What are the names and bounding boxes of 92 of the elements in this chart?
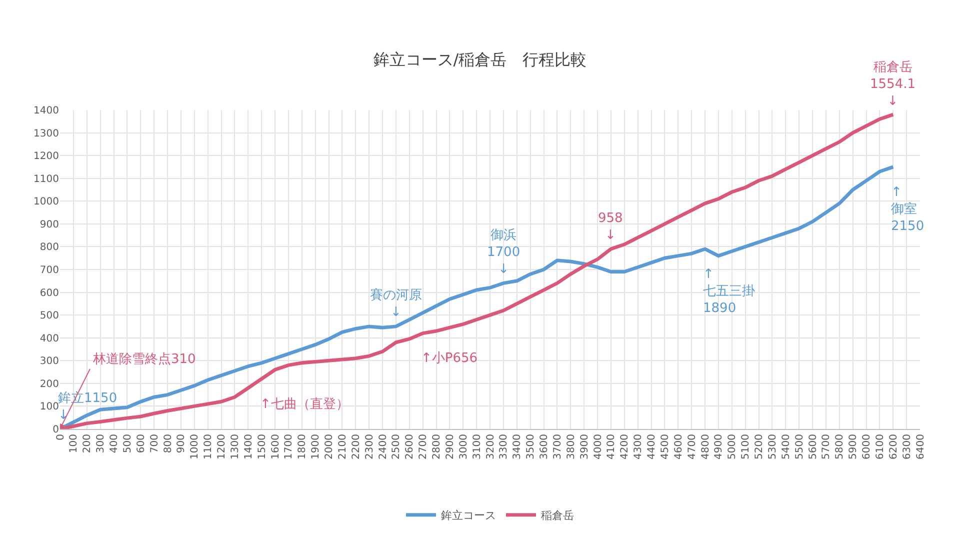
annotation: 958 ↓ — [598, 211, 623, 243]
annotation: ↑ 七五三掛 1890 — [703, 267, 755, 316]
x-tick-label: 6300 — [902, 434, 913, 460]
x-tick-label: 6000 — [862, 434, 872, 460]
x-tick-label: 4800 — [700, 434, 712, 460]
x-tick-label: 4200 — [620, 434, 631, 460]
x-tick-label: 1300 — [230, 434, 241, 460]
y-tick-label: 1200 — [34, 151, 59, 162]
y-tick-label: 500 — [40, 310, 59, 322]
x-tick-label: 4000 — [592, 434, 604, 460]
chart-title: 鉾立コース/稲倉岳 行程比較 — [373, 50, 587, 70]
annotation: 賽の河原 ↓ — [370, 288, 422, 320]
x-tick-label: 4400 — [646, 434, 658, 460]
annotation: ↑小P656 — [421, 351, 478, 366]
y-tick-label: 400 — [40, 333, 59, 344]
x-tick-label: 400 — [109, 434, 120, 454]
y-tick-label: 100 — [40, 402, 59, 413]
y-tick-label: 600 — [40, 288, 59, 299]
x-tick-label: 3500 — [526, 434, 537, 460]
x-tick-label: 5600 — [808, 434, 819, 460]
x-tick-label: 5700 — [821, 434, 832, 460]
x-tick-label: 2000 — [324, 434, 335, 460]
y-tick-label: 1000 — [34, 196, 59, 208]
x-tick-label: 700 — [149, 434, 160, 454]
y-tick-label: 200 — [40, 378, 59, 390]
y-tick-label: 700 — [40, 265, 59, 276]
x-tick-label: 2900 — [444, 434, 456, 460]
x-tick-label: 3800 — [566, 434, 577, 460]
y-tick-label: 1100 — [34, 174, 59, 185]
x-tick-label: 2100 — [337, 434, 348, 460]
x-tick-label: 5000 — [727, 434, 738, 460]
x-tick-label: 5300 — [767, 434, 778, 460]
x-tick-label: 1900 — [310, 434, 322, 460]
x-tick-label: 0 — [55, 434, 66, 440]
x-tick-label: 5800 — [834, 434, 846, 460]
y-tick-label: 1400 — [34, 106, 59, 116]
annotation: 稲倉岳 1554.1 ↓ — [870, 60, 916, 109]
x-tick-label: 5900 — [848, 434, 860, 460]
x-tick-label: 1000 — [190, 434, 201, 460]
x-tick-label: 3200 — [485, 434, 496, 460]
x-tick-label: 5400 — [780, 434, 792, 460]
x-tick-label: 1800 — [297, 434, 308, 460]
x-tick-label: 1200 — [216, 434, 228, 460]
x-tick-label: 900 — [176, 434, 188, 454]
x-tick-label: 4700 — [686, 434, 698, 460]
y-tick-label: 900 — [40, 219, 59, 230]
x-tick-label: 2400 — [378, 434, 389, 460]
x-tick-label: 1100 — [203, 434, 214, 460]
annotation: 林道除雪終点310 — [92, 352, 196, 367]
x-tick-label: 2700 — [418, 434, 430, 460]
annotation: ↑七曲（直登） — [260, 397, 349, 412]
x-tick-label: 1700 — [284, 434, 295, 460]
annotation: 御浜 1700 ↓ — [487, 228, 520, 277]
x-tick-label: 6400 — [915, 434, 926, 460]
x-tick-label: 3300 — [498, 434, 510, 460]
y-tick-label: 800 — [40, 242, 59, 254]
annotation: ↑ 御室 2150 — [891, 185, 924, 234]
x-tick-label: 4600 — [673, 434, 684, 460]
x-tick-label: 2800 — [432, 434, 442, 460]
x-tick-label: 3000 — [458, 434, 470, 460]
x-tick-label: 1600 — [270, 434, 282, 460]
legend-label: 鉾立コース — [441, 509, 496, 522]
x-tick-label: 2300 — [364, 434, 376, 460]
x-tick-label: 4900 — [714, 434, 725, 460]
x-tick-label: 5500 — [794, 434, 806, 460]
x-tick-label: 5200 — [754, 434, 765, 460]
x-tick-label: 800 — [162, 434, 174, 454]
x-tick-label: 600 — [136, 434, 147, 454]
x-tick-label: 3600 — [539, 434, 550, 460]
x-tick-label: 300 — [96, 434, 107, 454]
legend-label: 稲倉岳 — [541, 509, 574, 522]
x-tick-label: 6200 — [888, 434, 900, 460]
x-tick-label: 1400 — [243, 434, 254, 460]
x-tick-label: 200 — [82, 434, 94, 454]
x-tick-label: 4300 — [633, 434, 644, 460]
x-tick-label: 2500 — [391, 434, 402, 460]
x-tick-label: 2200 — [350, 434, 362, 460]
x-tick-label: 3100 — [472, 434, 483, 460]
y-tick-label: 300 — [40, 356, 59, 368]
x-tick-label: 100 — [68, 434, 80, 454]
x-tick-label: 6100 — [874, 434, 886, 460]
x-tick-label: 4500 — [660, 434, 671, 460]
x-tick-label: 4100 — [606, 434, 618, 460]
x-tick-label: 3400 — [512, 434, 524, 460]
y-tick-label: 0 — [52, 424, 59, 436]
x-tick-label: 3900 — [579, 434, 590, 460]
x-tick-label: 500 — [122, 434, 134, 454]
x-tick-label: 3700 — [552, 434, 564, 460]
x-tick-label: 2600 — [404, 434, 416, 460]
x-tick-label: 1500 — [256, 434, 268, 460]
x-tick-label: 5100 — [740, 434, 752, 460]
y-tick-label: 1300 — [34, 128, 59, 140]
